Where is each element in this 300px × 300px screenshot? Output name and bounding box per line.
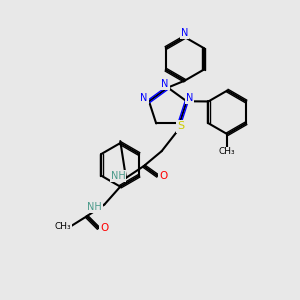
Text: CH₃: CH₃ bbox=[219, 148, 236, 157]
Text: S: S bbox=[177, 122, 184, 131]
Text: O: O bbox=[160, 171, 168, 181]
Text: O: O bbox=[100, 223, 109, 233]
Text: NH: NH bbox=[87, 202, 102, 212]
Text: N: N bbox=[161, 79, 169, 88]
Text: N: N bbox=[186, 93, 193, 103]
Text: NH: NH bbox=[111, 171, 125, 181]
Text: CH₃: CH₃ bbox=[55, 222, 71, 231]
Text: N: N bbox=[181, 28, 188, 38]
Text: N: N bbox=[140, 93, 148, 103]
